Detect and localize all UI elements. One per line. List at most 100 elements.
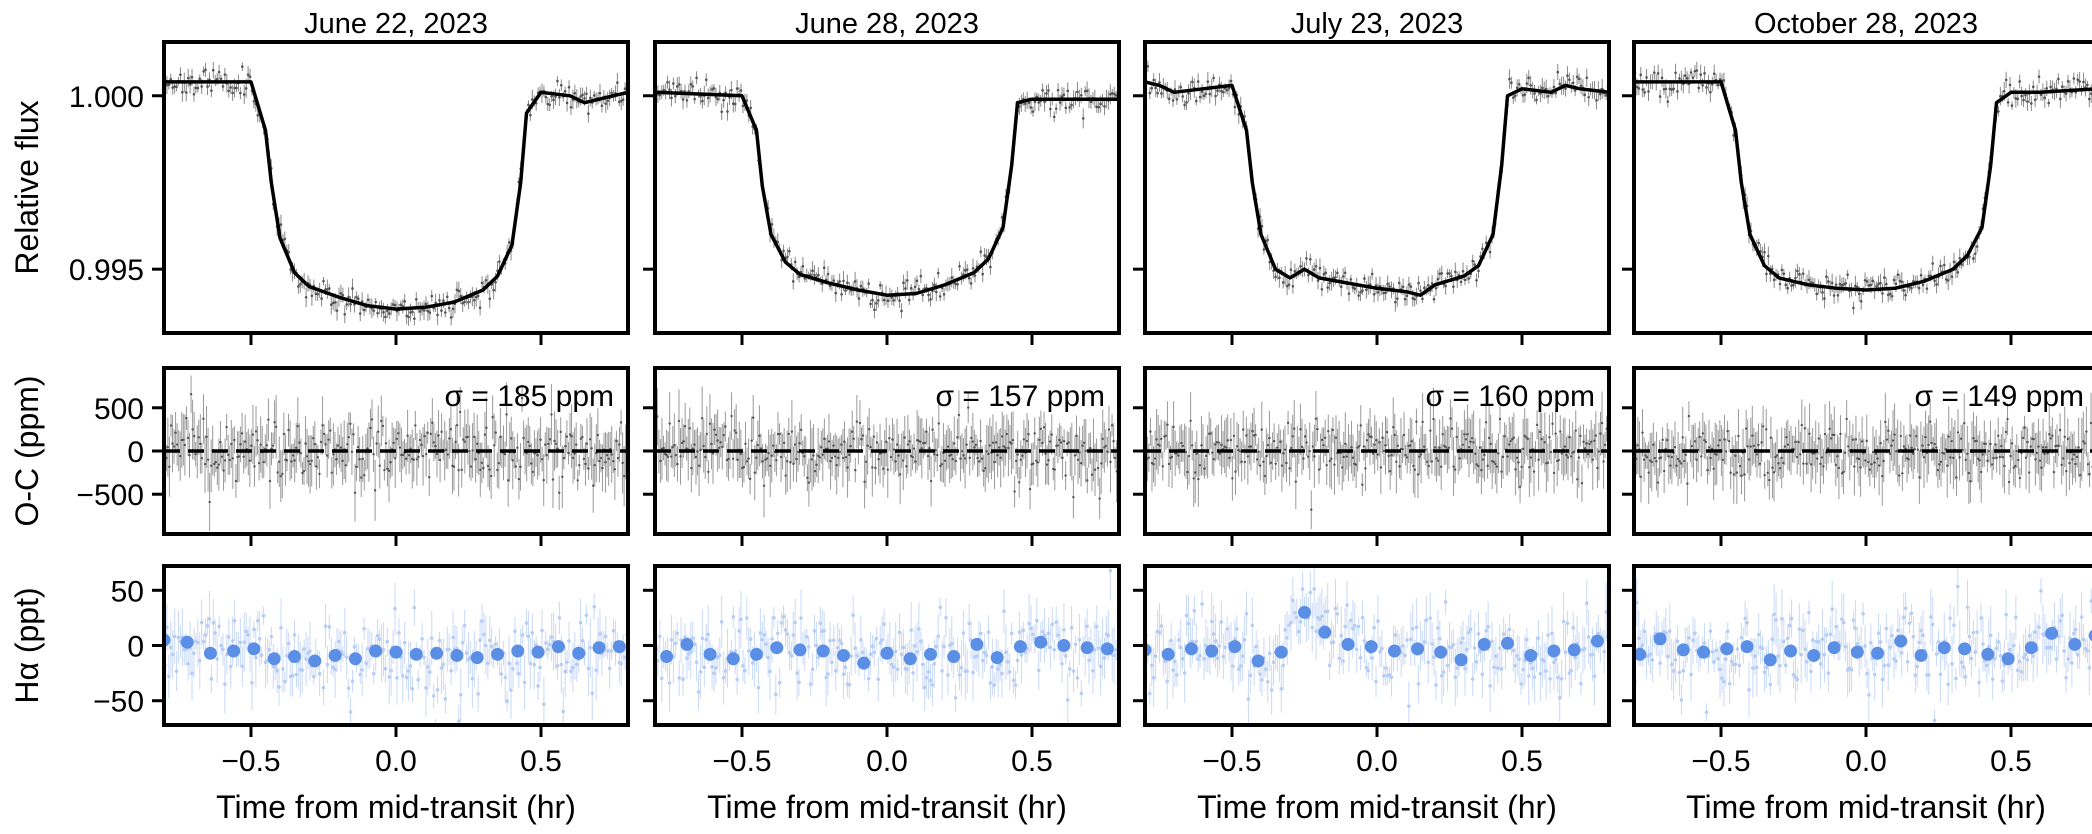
halpha-point bbox=[750, 661, 755, 665]
residual-point bbox=[906, 443, 910, 446]
residual-point bbox=[287, 428, 290, 432]
residual-point bbox=[1484, 421, 1488, 424]
residual-point bbox=[854, 468, 857, 472]
flux-point bbox=[1314, 264, 1318, 268]
flux-point bbox=[817, 273, 820, 277]
residual-point bbox=[936, 453, 939, 457]
halpha-point bbox=[992, 683, 997, 687]
halpha-point bbox=[232, 618, 237, 623]
residual-point bbox=[977, 460, 981, 463]
halpha-point bbox=[710, 665, 714, 669]
flux-point bbox=[1148, 91, 1152, 95]
halpha-binned-point bbox=[1013, 640, 1027, 654]
halpha-point bbox=[1559, 676, 1564, 681]
residual-point bbox=[968, 456, 971, 460]
halpha-binned-point bbox=[247, 642, 261, 656]
residual-point bbox=[250, 444, 253, 447]
halpha-point bbox=[1186, 621, 1191, 626]
halpha-point bbox=[717, 653, 722, 657]
halpha-point bbox=[513, 629, 517, 634]
halpha-point bbox=[1019, 653, 1024, 657]
residual-point bbox=[244, 440, 247, 443]
halpha-point bbox=[1281, 663, 1286, 668]
residual-point bbox=[274, 425, 278, 429]
residual-point bbox=[999, 456, 1002, 459]
flux-point bbox=[1359, 291, 1362, 294]
halpha-point bbox=[965, 669, 970, 673]
flux-point bbox=[1454, 270, 1457, 274]
halpha-point bbox=[250, 680, 254, 685]
halpha-point bbox=[913, 644, 917, 648]
halpha-point bbox=[719, 620, 724, 624]
halpha-point bbox=[362, 626, 366, 631]
residual-point bbox=[377, 430, 380, 433]
flux-point bbox=[527, 103, 530, 107]
halpha-point bbox=[739, 617, 743, 622]
halpha-point bbox=[658, 634, 662, 639]
residual-point bbox=[226, 453, 230, 457]
x-tick-label: 0.0 bbox=[866, 745, 908, 778]
flux-point bbox=[942, 293, 946, 296]
halpha-point bbox=[1370, 656, 1374, 660]
residual-point bbox=[1089, 446, 1092, 450]
halpha-binned-point bbox=[703, 647, 717, 661]
halpha-point bbox=[1094, 624, 1099, 629]
halpha-point bbox=[484, 643, 488, 648]
flux-point bbox=[1430, 282, 1434, 285]
residual-point bbox=[1161, 465, 1164, 468]
residual-point bbox=[796, 450, 800, 454]
flux-point bbox=[1541, 86, 1544, 90]
flux-point bbox=[548, 103, 551, 107]
halpha-point bbox=[812, 629, 817, 633]
residual-point bbox=[843, 440, 846, 443]
flux-point bbox=[322, 279, 325, 283]
residual-point bbox=[542, 478, 545, 482]
residual-point bbox=[770, 454, 773, 457]
halpha-point bbox=[1383, 666, 1388, 671]
residual-point bbox=[1249, 445, 1253, 448]
halpha-point bbox=[1538, 671, 1543, 676]
halpha-binned-point bbox=[180, 635, 194, 649]
halpha-point bbox=[1004, 650, 1008, 655]
halpha-point bbox=[1153, 654, 1158, 659]
flux-point bbox=[712, 87, 716, 90]
flux-point bbox=[569, 106, 573, 109]
residual-point bbox=[505, 413, 508, 416]
residual-point bbox=[1418, 455, 1421, 458]
flux-point bbox=[1179, 85, 1183, 89]
residual-point bbox=[536, 454, 539, 457]
halpha-binned-point bbox=[1590, 634, 1604, 648]
residual-point bbox=[1511, 437, 1514, 441]
halpha-point bbox=[1351, 627, 1355, 631]
halpha-point bbox=[598, 632, 602, 636]
flux-point bbox=[1220, 89, 1223, 93]
residual-point bbox=[440, 430, 443, 434]
residual-point bbox=[1090, 473, 1094, 476]
halpha-point bbox=[733, 649, 738, 653]
flux-point bbox=[1291, 284, 1295, 288]
flux-point bbox=[1353, 287, 1357, 291]
halpha-point bbox=[228, 664, 233, 669]
flux-point bbox=[1463, 278, 1467, 282]
flux-point bbox=[227, 89, 231, 93]
halpha-point bbox=[327, 625, 332, 629]
halpha-point bbox=[449, 668, 453, 673]
residual-point bbox=[752, 416, 755, 419]
residual-point bbox=[1506, 455, 1509, 458]
halpha-point bbox=[1331, 640, 1336, 644]
flux-point bbox=[550, 95, 553, 98]
halpha-point bbox=[1526, 674, 1531, 678]
halpha-point bbox=[1583, 646, 1587, 651]
flux-point bbox=[1158, 81, 1161, 84]
halpha-point bbox=[1463, 666, 1467, 671]
halpha-point bbox=[822, 628, 826, 633]
residual-point bbox=[1500, 470, 1503, 473]
halpha-point bbox=[439, 666, 444, 670]
residual-point bbox=[1300, 445, 1304, 449]
residual-point bbox=[1062, 439, 1066, 443]
halpha-point bbox=[1492, 665, 1496, 670]
residual-point bbox=[304, 442, 307, 445]
residual-point bbox=[680, 441, 684, 445]
halpha-point bbox=[540, 628, 544, 633]
flux-point bbox=[171, 86, 174, 89]
